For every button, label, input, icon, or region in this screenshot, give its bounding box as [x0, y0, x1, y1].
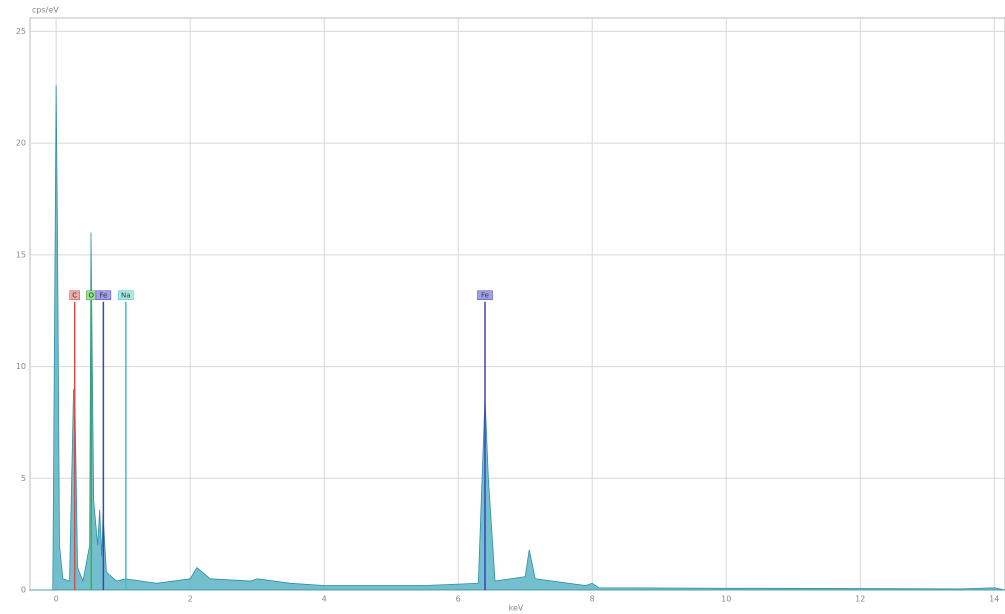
x-tick-label: 8 [590, 595, 595, 604]
element-label: Fe [99, 291, 107, 299]
element-label-box [118, 290, 134, 301]
x-tick-label: 6 [456, 595, 461, 604]
y-tick-label: 25 [16, 27, 26, 36]
x-axis-label: keV [509, 604, 524, 613]
y-tick-label: 0 [21, 586, 26, 595]
element-label-box [95, 290, 112, 301]
element-label: Na [121, 291, 131, 299]
x-tick-label: 10 [721, 595, 731, 604]
y-tick-label: 15 [16, 250, 26, 259]
y-axis-label: cps/eV [32, 6, 59, 15]
element-label: C [72, 291, 77, 299]
x-tick-label: 14 [989, 595, 999, 604]
x-tick-label: 12 [855, 595, 865, 604]
x-tick-label: 2 [188, 595, 193, 604]
element-label-box [477, 290, 493, 301]
plot-area [29, 17, 1005, 591]
x-tick-label: 0 [54, 595, 59, 604]
x-tick-label: 4 [322, 595, 327, 604]
y-tick-label: 10 [16, 362, 26, 371]
element-label: O [89, 291, 95, 299]
element-label-box [69, 290, 80, 301]
y-tick-label: 20 [16, 139, 26, 148]
element-label: Fe [481, 291, 489, 299]
y-tick-label: 5 [21, 474, 26, 483]
